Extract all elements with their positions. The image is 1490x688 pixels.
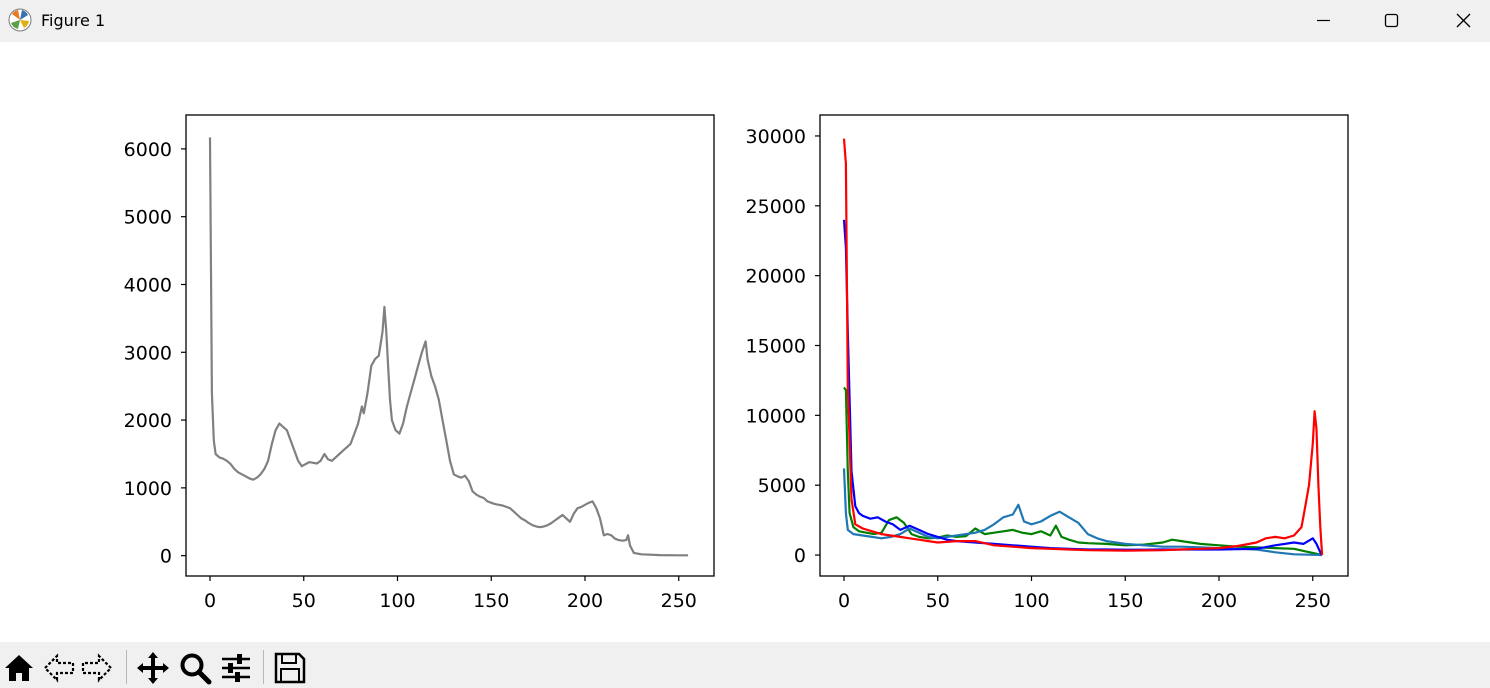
y-tick-label: 4000 <box>124 274 172 296</box>
y-tick-label: 3000 <box>124 342 172 364</box>
x-tick-label: 200 <box>567 590 603 612</box>
x-tick-label: 100 <box>1013 590 1049 612</box>
series-line-1 <box>208 137 689 557</box>
y-tick-label: 1000 <box>124 478 172 500</box>
title-bar: Figure 1 <box>0 0 1490 42</box>
y-tick-label: 5000 <box>758 475 806 497</box>
close-icon <box>1456 13 1471 28</box>
x-tick-label: 200 <box>1201 590 1237 612</box>
close-button[interactable] <box>1428 0 1490 42</box>
x-tick-label: 0 <box>838 590 850 612</box>
series-line-4 <box>842 138 1324 556</box>
maximize-button[interactable] <box>1357 0 1427 42</box>
y-tick-label: 6000 <box>124 139 172 161</box>
x-tick-label: 50 <box>926 590 950 612</box>
y-tick-label: 15000 <box>746 336 806 358</box>
x-tick-label: 250 <box>661 590 697 612</box>
series-line-3 <box>842 219 1324 556</box>
forward-button[interactable] <box>80 651 114 685</box>
configure-subplots-button[interactable] <box>219 651 253 685</box>
toolbar-separator <box>126 650 127 684</box>
histogram-figure: 0 50 100 150 200 2500100020003000400050006000… <box>124 114 1349 612</box>
navigation-toolbar <box>0 642 1490 688</box>
back-arrow-icon <box>43 653 75 683</box>
minimize-icon <box>1317 19 1330 22</box>
y-tick-label: 5000 <box>124 207 172 229</box>
y-tick-label: 2000 <box>124 410 172 432</box>
x-tick-label: 50 <box>292 590 316 612</box>
y-tick-label: 30000 <box>746 126 806 148</box>
home-icon <box>5 655 33 681</box>
y-tick-label: 0 <box>160 546 172 568</box>
zoom-magnifier-icon <box>180 653 212 685</box>
minimize-button[interactable] <box>1288 0 1358 42</box>
subplot-1: 0 50 100 150 200 250 0 1000 2000 3000 4000 5000 6000 <box>124 114 715 612</box>
matplotlib-logo-icon <box>8 8 32 32</box>
forward-arrow-icon <box>81 653 113 683</box>
window-title: Figure 1 <box>41 11 106 30</box>
y-tick-label: 10000 <box>746 405 806 427</box>
x-tick-label: 250 <box>1295 590 1331 612</box>
y-tick-label: 25000 <box>746 196 806 218</box>
x-tick-label: 100 <box>379 590 415 612</box>
toolbar-separator <box>263 650 264 684</box>
zoom-button[interactable] <box>178 651 212 685</box>
figure-canvas[interactable]: 0 50 100 150 200 250 0 1000 2000 3000 4000 5000 6000… <box>0 42 1490 642</box>
y-tick-label: 20000 <box>746 266 806 288</box>
home-button[interactable] <box>2 651 36 685</box>
save-disk-icon <box>274 652 306 684</box>
subplot-2: 0 50 100 150 200 250 0 5000 10000 15000 20000 25000… <box>746 114 1349 612</box>
x-tick-label: 150 <box>1107 590 1143 612</box>
x-tick-label: 150 <box>473 590 509 612</box>
maximize-icon <box>1384 13 1399 28</box>
save-button[interactable] <box>273 651 307 685</box>
axes-frame <box>819 114 1349 577</box>
x-tick-label: 0 <box>204 590 216 612</box>
configure-subplots-icon <box>222 654 250 682</box>
pan-move-icon <box>137 652 169 684</box>
back-button[interactable] <box>42 651 76 685</box>
axes-frame <box>185 114 715 577</box>
y-tick-label: 0 <box>794 545 806 567</box>
pan-button[interactable] <box>136 651 170 685</box>
